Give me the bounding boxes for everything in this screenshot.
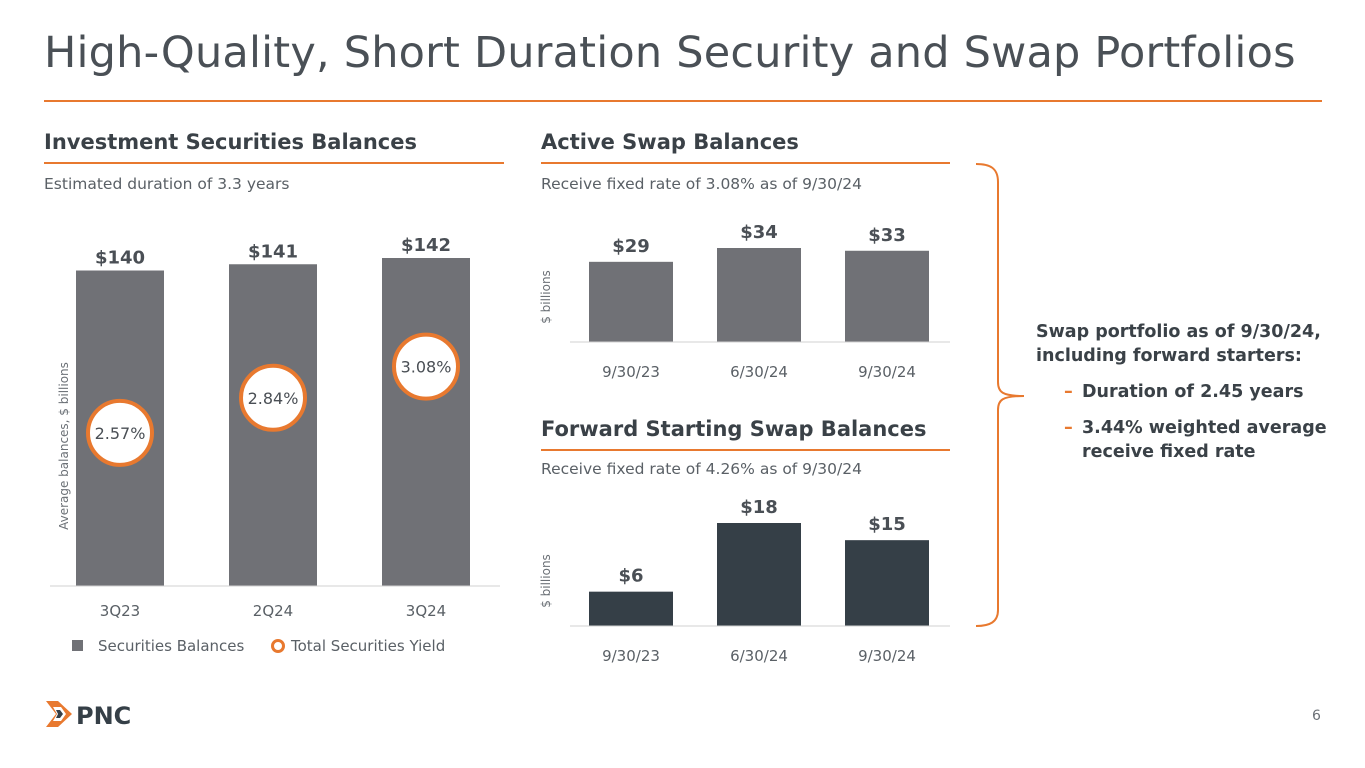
investment-heading: Investment Securities Balances: [44, 130, 417, 154]
investment-subtitle: Estimated duration of 3.3 years: [44, 175, 290, 193]
x-tick-label: 3Q24: [406, 602, 446, 620]
legend-swatch-balances: [72, 640, 83, 651]
swap-bar: [717, 523, 801, 626]
forward-swap-heading: Forward Starting Swap Balances: [541, 417, 927, 441]
x-tick-label: 9/30/24: [858, 647, 916, 665]
investment-heading-rule: [44, 162, 504, 164]
bar-value-label: $142: [401, 235, 451, 256]
note-bullet: – Duration of 2.45 years: [1036, 380, 1336, 404]
active-swap-chart: $ billions $29 9/30/23 $34 6/30/24 $33 9/30/24: [539, 222, 950, 381]
page-title: High-Quality, Short Duration Security an…: [44, 28, 1296, 78]
swap-bar: [845, 540, 929, 626]
bar-value-label: $6: [618, 566, 643, 587]
swap-bar: [589, 591, 673, 626]
bar-value-label: $15: [868, 514, 906, 535]
swap-bar: [589, 261, 673, 342]
legend-swatch-yield: [271, 639, 285, 653]
bar-value-label: $140: [95, 248, 145, 269]
x-tick-label: 6/30/24: [730, 647, 788, 665]
swap-portfolio-intro: Swap portfolio as of 9/30/24, including …: [1036, 322, 1321, 366]
yield-marker: [392, 332, 460, 401]
forward-swap-subtitle: Receive fixed rate of 4.26% as of 9/30/2…: [541, 460, 862, 478]
bullet-dash: –: [1064, 418, 1073, 438]
securities-bar: [382, 258, 470, 586]
legend-label-balances: Securities Balances: [98, 637, 245, 655]
x-tick-label: 6/30/24: [730, 363, 788, 381]
bar-value-label: $29: [612, 236, 650, 257]
yield-label: 2.84%: [248, 389, 299, 408]
bar-value-label: $141: [248, 241, 298, 262]
y-axis-label: $ billions: [539, 554, 553, 608]
legend-label-yield: Total Securities Yield: [290, 637, 445, 655]
yield-label: 2.57%: [95, 424, 146, 443]
forward-swap-heading-rule: [541, 449, 950, 451]
y-axis-label: $ billions: [539, 270, 553, 324]
investment-balances-chart: Average balances, $ billions $140 3Q23 $141…: [50, 235, 500, 655]
page-number: 6: [1312, 708, 1321, 724]
y-axis-label: Average balances, $ billions: [57, 362, 71, 530]
swap-portfolio-note: Swap portfolio as of 9/30/24, including …: [1036, 320, 1336, 464]
x-tick-label: 9/30/23: [602, 363, 660, 381]
bar-value-label: $34: [740, 222, 778, 243]
forward-swap-chart: $ billions $6 9/30/23 $18 6/30/24 $15 9/30/24: [539, 497, 950, 665]
active-swap-heading-rule: [541, 162, 950, 164]
bullet-dash: –: [1064, 382, 1073, 402]
x-tick-label: 2Q24: [253, 602, 293, 620]
yield-marker: [86, 398, 154, 467]
note-bullet: – 3.44% weighted average receive fixed r…: [1036, 416, 1336, 464]
bar-value-label: $33: [868, 225, 906, 246]
x-tick-label: 3Q23: [100, 602, 140, 620]
bullet-text: 3.44% weighted average receive fixed rat…: [1082, 418, 1327, 462]
active-swap-heading: Active Swap Balances: [541, 130, 799, 154]
swap-bar: [717, 248, 801, 342]
pnc-logo: PNC: [46, 701, 131, 730]
pnc-mark-icon: [46, 701, 72, 727]
bullet-text: Duration of 2.45 years: [1082, 382, 1304, 402]
x-tick-label: 9/30/23: [602, 647, 660, 665]
yield-label: 3.08%: [401, 358, 452, 377]
bracket-connector: [975, 163, 1025, 627]
x-tick-label: 9/30/24: [858, 363, 916, 381]
active-swap-subtitle: Receive fixed rate of 3.08% as of 9/30/2…: [541, 175, 862, 193]
swap-bar: [845, 250, 929, 342]
logo-text: PNC: [76, 702, 131, 730]
yield-marker: [239, 363, 307, 432]
title-divider: [44, 100, 1322, 102]
bar-value-label: $18: [740, 497, 778, 518]
